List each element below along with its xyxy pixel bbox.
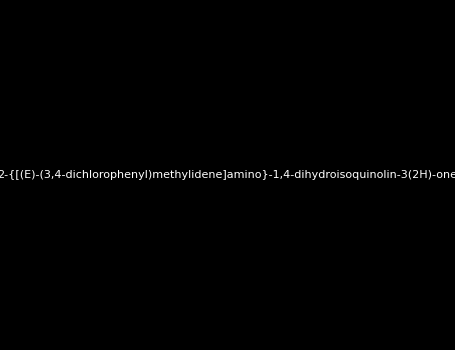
Text: 2-{[(E)-(3,4-dichlorophenyl)methylidene]amino}-1,4-dihydroisoquinolin-3(2H)-one: 2-{[(E)-(3,4-dichlorophenyl)methylidene]… [0, 170, 455, 180]
